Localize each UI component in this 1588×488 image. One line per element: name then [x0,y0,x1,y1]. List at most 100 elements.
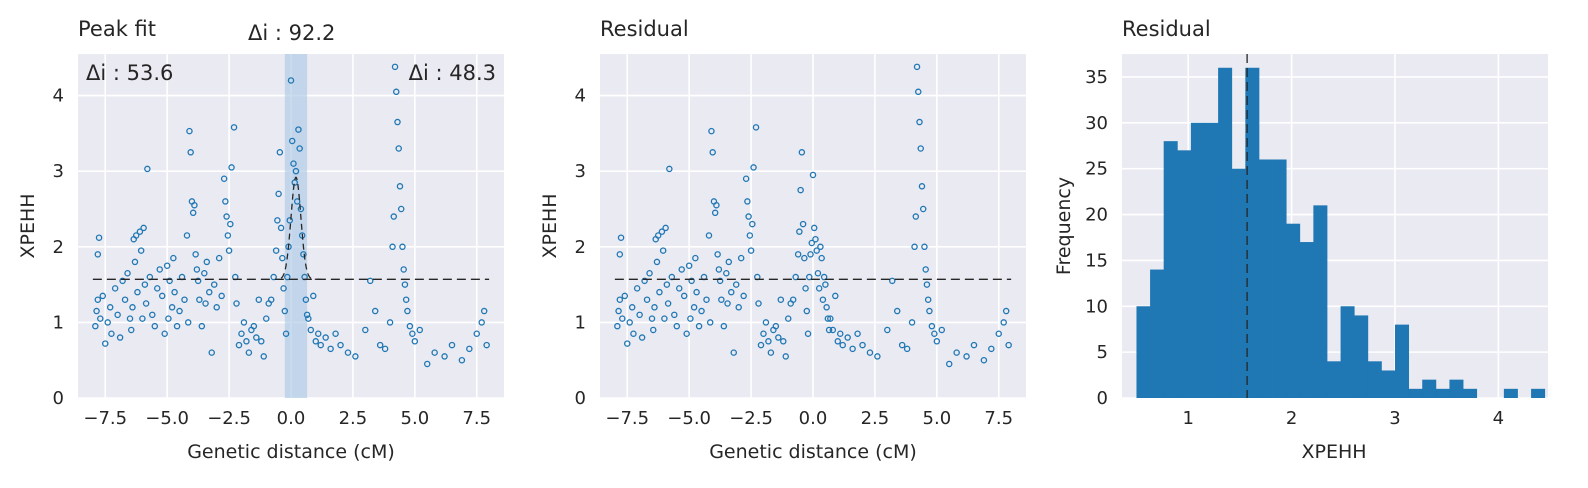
data-point [389,243,396,251]
data-point [784,315,792,322]
residual-histogram-ytick-label: 25 [1085,159,1108,180]
data-point [293,198,301,205]
data-point [931,330,938,337]
data-point [116,334,124,341]
data-point [643,296,651,303]
data-point [823,304,830,311]
data-point [131,258,139,266]
peak-fit-xtick-label: 5.0 [401,408,430,429]
data-point [142,300,150,307]
data-point [814,270,822,277]
data-point [889,277,896,285]
data-point [713,201,720,209]
peak-fit-points [92,63,490,368]
data-point [693,288,700,296]
data-point [233,300,240,307]
data-point [626,319,633,326]
histogram-bar [1286,223,1301,398]
data-point [272,247,280,254]
data-point [980,356,988,364]
residual-histogram-xtick-label: 1 [1182,408,1193,429]
data-point [648,315,656,322]
data-point [616,251,624,258]
data-point [923,281,931,288]
data-point [650,326,657,334]
histogram-bar [1463,388,1478,398]
data-point [745,213,752,220]
data-point [663,281,671,288]
data-point [673,322,681,330]
data-point [723,270,730,277]
peak-fit-xtick-label: 2.5 [339,408,368,429]
data-point [818,254,825,262]
data-point [715,266,723,273]
data-point [165,315,172,322]
delta-annotation-center: Δi : 92.2 [248,21,335,45]
histogram-bar [1503,388,1518,398]
data-point [740,292,747,300]
delta-annotation-right: Δi : 48.3 [409,61,496,85]
data-point [144,165,151,173]
residual-scatter-xtick-label: 0.0 [799,408,828,429]
peak-fit-curve [280,176,321,280]
data-point [725,258,733,266]
data-point [173,322,181,330]
data-point [797,186,804,194]
histogram-bar [1272,159,1287,398]
histogram-bar [1150,269,1165,398]
data-point [411,338,419,345]
data-point [402,296,410,303]
data-point [287,77,295,84]
data-point [844,334,851,341]
histogram-bar [1340,306,1355,398]
data-point [658,228,666,235]
data-point [714,251,721,258]
data-point [203,258,211,266]
data-point [810,224,818,232]
data-point [621,292,629,300]
data-point [815,285,823,292]
data-point [126,315,134,322]
data-point [782,353,790,360]
data-point [911,243,918,251]
data-point [822,281,829,288]
data-point [732,281,740,288]
data-point [728,288,735,296]
data-point [859,341,866,349]
data-point [794,251,802,258]
data-point [698,307,705,315]
data-point [224,232,232,239]
data-point [922,266,929,273]
data-point [220,175,228,182]
data-point [633,285,641,292]
data-point [218,292,225,300]
peak-fit-ytick-label: 3 [53,161,64,182]
data-point [292,167,300,175]
data-point [893,307,901,315]
data-point [189,209,197,217]
data-point [772,322,780,330]
data-point [804,330,812,337]
data-point [762,319,770,326]
data-point [757,341,765,349]
residual-scatter-ytick-label: 3 [575,161,586,182]
histogram-bar [1422,379,1437,398]
data-point [307,326,315,334]
data-point [99,292,107,300]
residual-histogram-ytick-label: 20 [1085,205,1108,226]
data-point [215,254,223,262]
data-point [295,126,302,133]
data-point [692,254,699,262]
data-point [208,349,215,356]
data-point [824,315,832,322]
residual-histogram-ytick-label: 15 [1085,250,1108,271]
data-point [114,311,121,319]
data-point [1000,319,1007,326]
data-point [176,307,183,315]
peak-fit-band-layer [284,54,308,398]
data-point [282,330,290,337]
data-point [724,300,731,307]
data-point [716,277,724,285]
residual-histogram-ticks: 1 2 3 4 0 5 10 15 20 25 30 35 [1085,67,1504,429]
data-point [191,201,198,209]
